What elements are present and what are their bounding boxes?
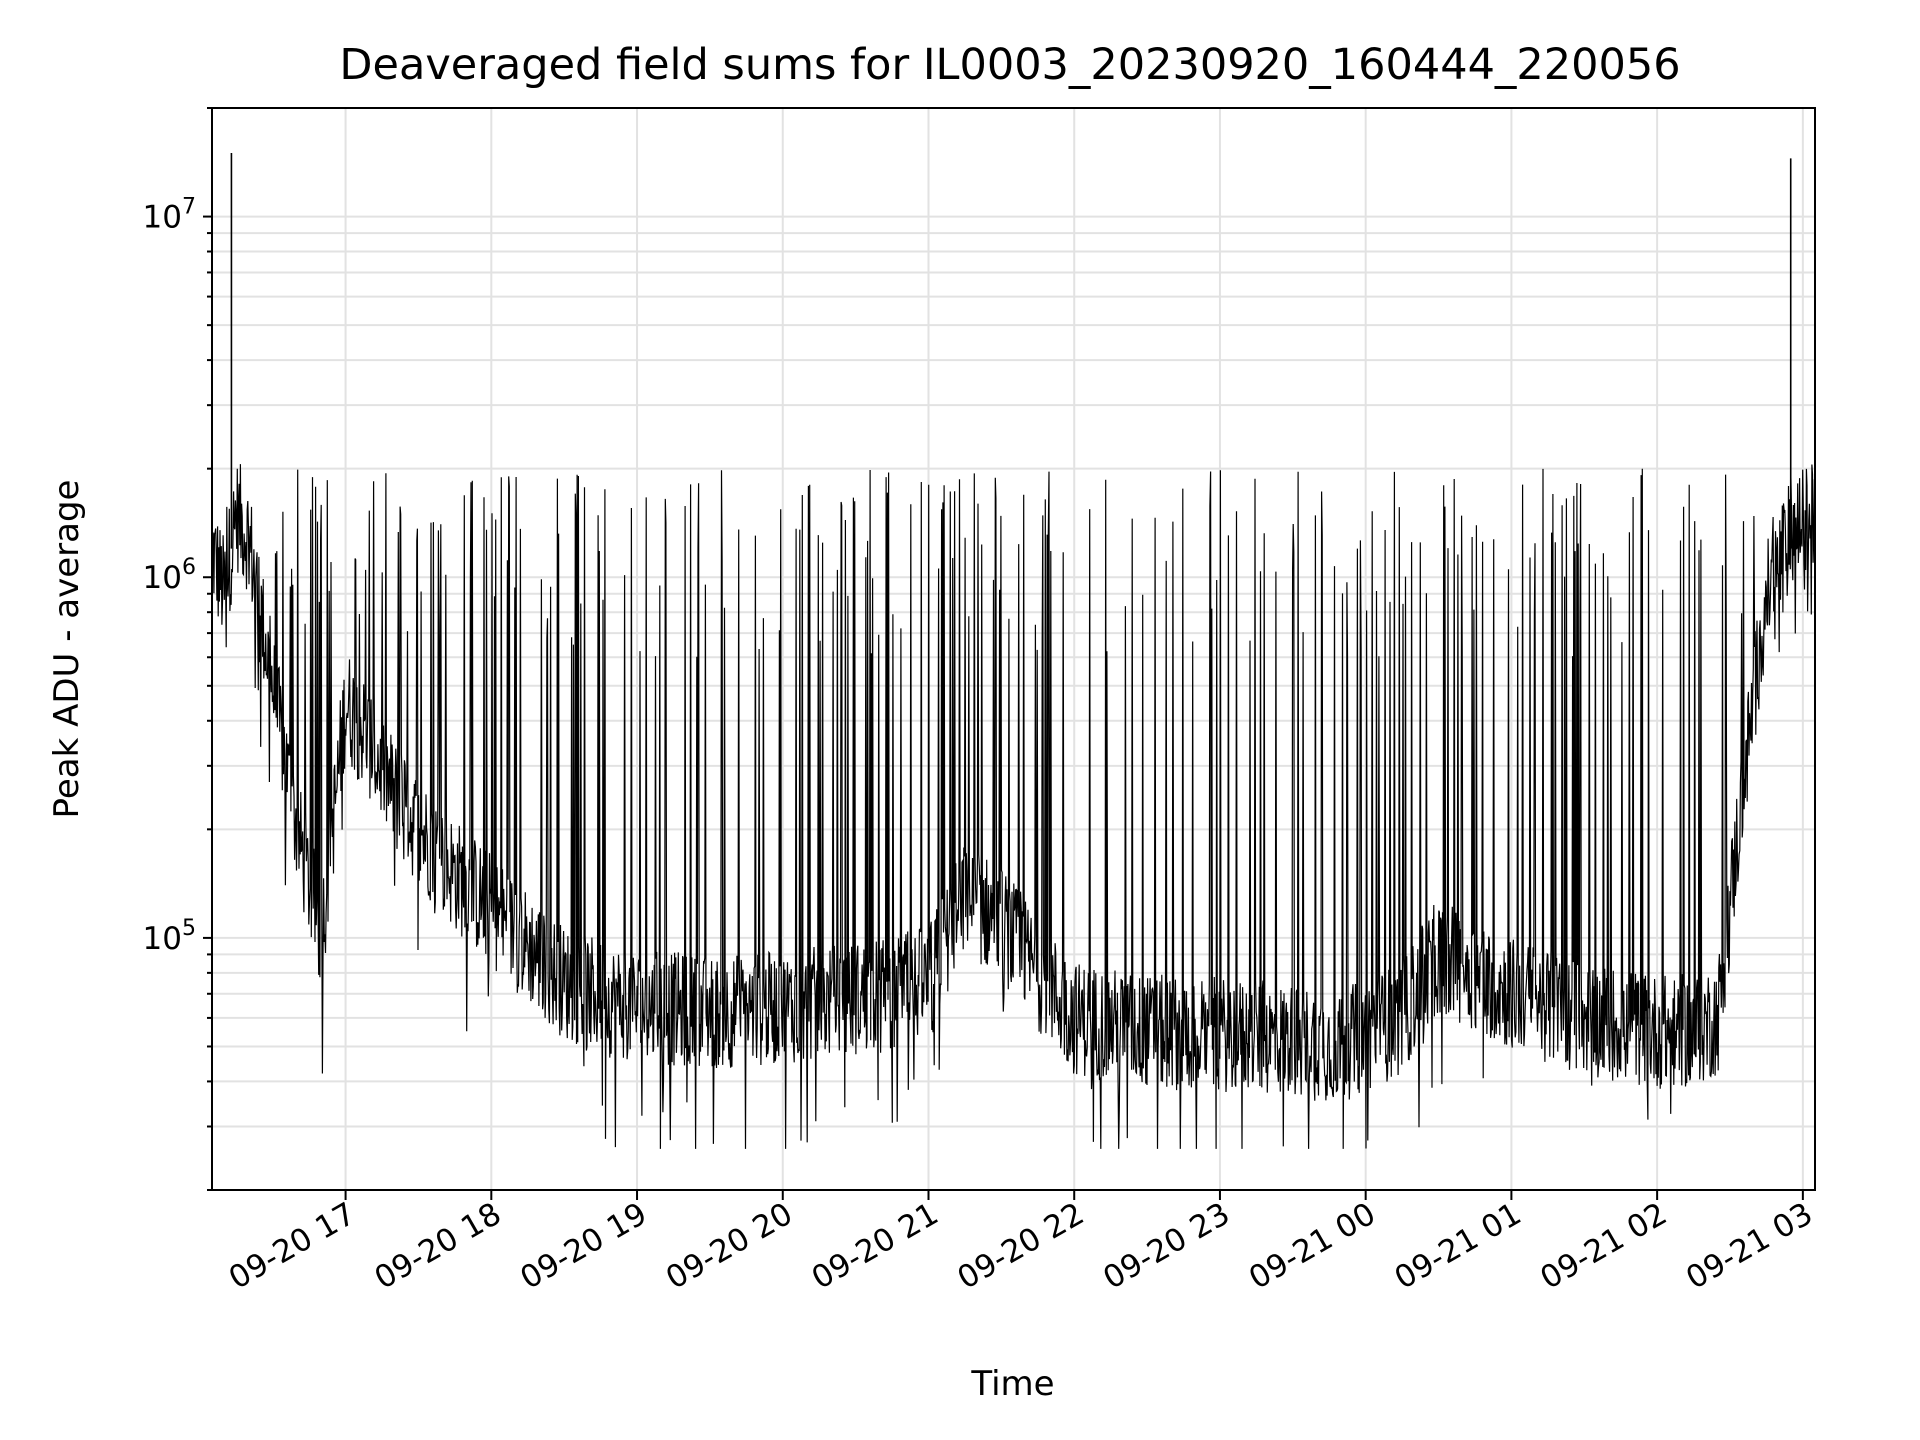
x-tick-label: 09-20 19 [514,1196,653,1297]
x-tick-label: 09-21 00 [1243,1196,1382,1297]
data-trace [211,153,1816,1149]
series-line [211,464,1816,1149]
x-tick-label: 09-20 22 [952,1196,1091,1297]
x-tick-label: 09-20 21 [806,1196,945,1297]
chart-title: Deaveraged field sums for IL0003_2023092… [339,40,1680,90]
x-tick-label: 09-21 03 [1680,1196,1819,1297]
y-axis-title: Peak ADU - average [47,480,87,819]
x-tick-label: 09-20 18 [369,1196,508,1297]
x-tick-label: 09-21 02 [1534,1196,1673,1297]
x-axis: 09-20 17 09-20 18 09-20 19 09-20 20 09-20 21… [223,1190,1819,1297]
x-axis-title: Time [970,1364,1054,1404]
y-tick-label: 105 [143,916,196,957]
y-axis: 105 106 107 [143,107,212,1191]
y-tick-label: 107 [143,195,196,236]
plot-frame [211,107,1816,1191]
x-tick-label: 09-20 17 [223,1196,362,1297]
grid [212,107,1815,1191]
x-tick-label: 09-21 01 [1389,1196,1528,1297]
x-tick-label: 09-20 23 [1097,1196,1236,1297]
y-tick-label: 106 [143,555,196,596]
x-tick-label: 09-20 20 [660,1196,799,1297]
